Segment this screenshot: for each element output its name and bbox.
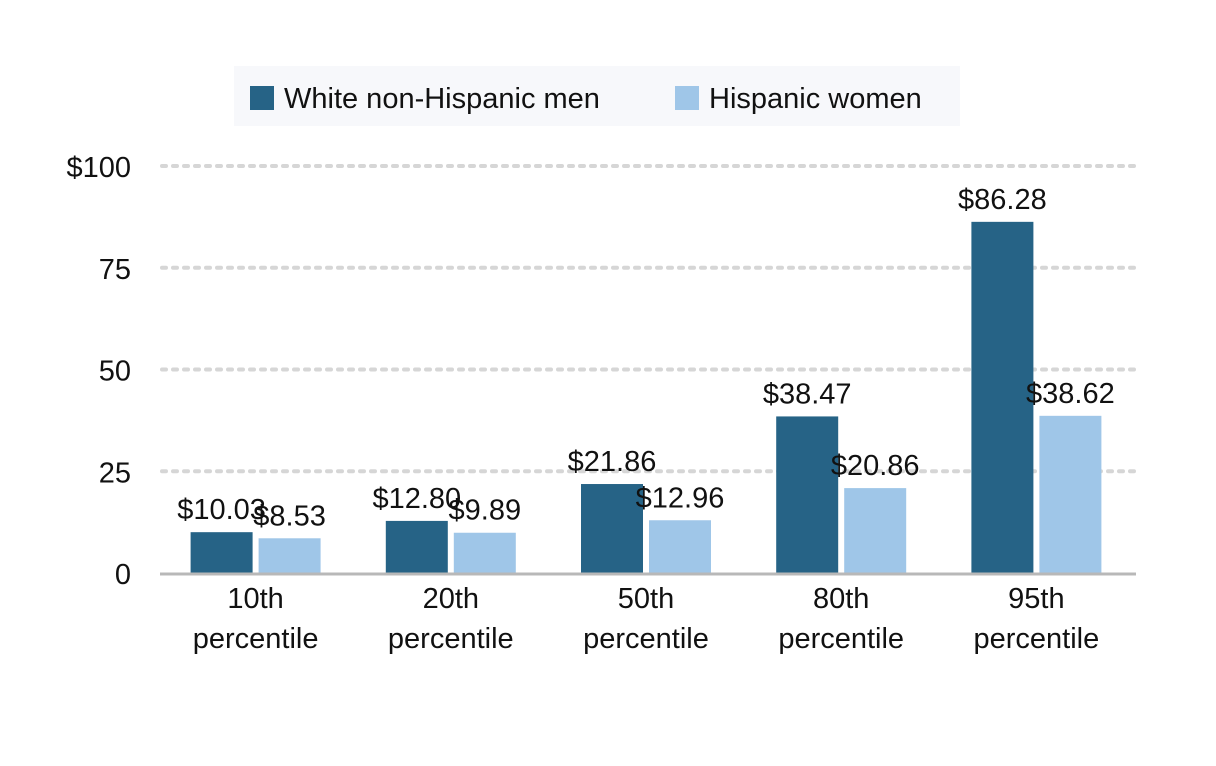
legend-background <box>234 66 960 126</box>
bar-white-non-hispanic-men-95th <box>971 221 1034 573</box>
value-label-hispanic-women-95th: $38.62 <box>1026 378 1115 410</box>
x-tick-label-80th-line-1: 80th <box>813 583 869 615</box>
x-tick-label-80th-line-2: percentile <box>778 623 904 655</box>
x-tick-label-95th-line-1: 95th <box>1008 583 1064 615</box>
bar-hispanic-women-50th <box>649 520 711 573</box>
bar-hispanic-women-20th <box>453 532 516 573</box>
value-label-hispanic-women-80th: $20.86 <box>831 450 920 482</box>
value-label-white-non-hispanic-men-20th: $12.80 <box>372 483 461 515</box>
value-label-hispanic-women-10th: $8.53 <box>253 500 326 532</box>
y-tick-label-50: 50 <box>99 356 131 388</box>
value-label-white-non-hispanic-men-95th: $86.28 <box>958 184 1047 216</box>
x-tick-label-50th-line-1: 50th <box>618 583 674 615</box>
x-tick-label-50th-line-2: percentile <box>583 623 709 655</box>
legend: White non-Hispanic men Hispanic women <box>234 66 960 126</box>
legend-label-white-non-hispanic-men: White non-Hispanic men <box>284 83 600 115</box>
bar-white-non-hispanic-men-80th <box>776 416 839 573</box>
x-axis: 10th percentile 20th percentile 50th percenti… <box>160 572 1136 655</box>
bar-white-non-hispanic-men-50th <box>581 484 643 573</box>
value-label-hispanic-women-20th: $9.89 <box>449 495 522 527</box>
x-tick-label-20th-line-2: percentile <box>388 623 514 655</box>
y-tick-label-100: $100 <box>66 152 131 184</box>
bar-white-non-hispanic-men-10th <box>190 532 253 573</box>
bars <box>190 221 1102 573</box>
bar-hispanic-women-10th <box>258 538 321 573</box>
y-tick-label-0: 0 <box>115 559 131 591</box>
x-tick-label-20th-line-1: 20th <box>423 583 479 615</box>
value-label-white-non-hispanic-men-10th: $10.03 <box>177 494 266 526</box>
x-tick-label-10th-line-1: 10th <box>227 583 283 615</box>
y-tick-label-75: 75 <box>99 254 131 286</box>
legend-swatch-white-non-hispanic-men <box>250 86 274 110</box>
value-label-white-non-hispanic-men-80th: $38.47 <box>763 378 852 410</box>
value-labels: $10.03$8.53 $12.80$9.89 $21.86 $12.96 $38.47… <box>177 184 1115 532</box>
value-label-hispanic-women-50th: $12.96 <box>636 482 725 514</box>
y-axis-ticks: 0 25 50 75 $100 <box>66 152 131 591</box>
y-tick-label-25: 25 <box>99 457 131 489</box>
x-tick-label-10th-line-2: percentile <box>193 623 319 655</box>
legend-label-hispanic-women: Hispanic women <box>709 83 922 115</box>
bar-hispanic-women-95th <box>1039 415 1102 573</box>
x-tick-label-95th-line-2: percentile <box>974 623 1100 655</box>
legend-swatch-hispanic-women <box>675 86 699 110</box>
bar-hispanic-women-80th <box>844 488 907 573</box>
value-label-white-non-hispanic-men-50th: $21.86 <box>568 446 657 478</box>
gridlines <box>160 164 1138 474</box>
bar-white-non-hispanic-men-20th <box>385 520 448 573</box>
